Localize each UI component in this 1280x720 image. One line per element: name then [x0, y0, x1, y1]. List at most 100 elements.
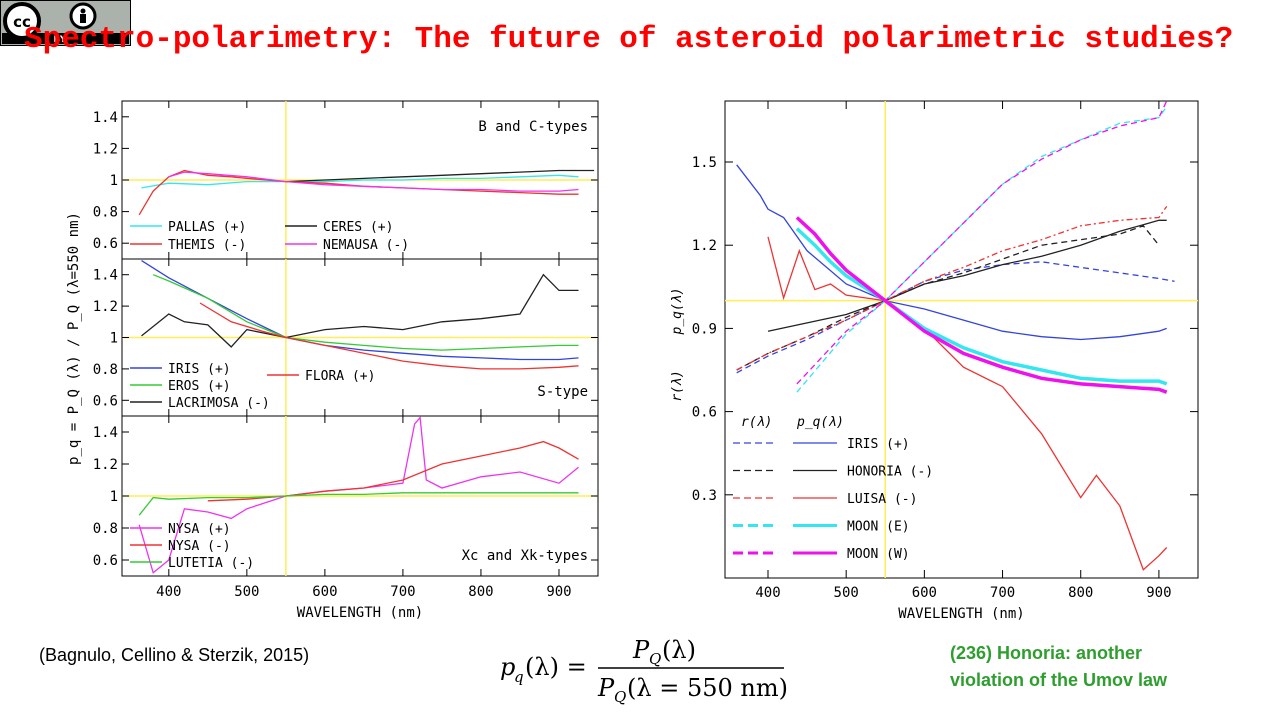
- svg-text:(λ): (λ): [662, 636, 696, 664]
- legend-label: LUTETIA (-): [168, 556, 254, 571]
- x-tick-label: 400: [755, 585, 780, 601]
- citation: (Bagnulo, Cellino & Sterzik, 2015): [39, 645, 310, 665]
- svg-text:P: P: [597, 674, 615, 702]
- y-tick-label: 1.2: [93, 299, 118, 315]
- y-tick-label: 0.6: [93, 393, 118, 409]
- y-tick-label: 0.8: [93, 362, 118, 378]
- y-tick-label: 1: [110, 173, 118, 189]
- legend-label: MOON (W): [847, 547, 910, 562]
- series-line-lutetia: [138, 492, 579, 516]
- y-tick-label: 1.4: [93, 268, 118, 284]
- svg-text:p: p: [500, 653, 515, 681]
- x-tick-label: 400: [156, 584, 181, 600]
- svg-text:P: P: [632, 636, 650, 664]
- series-line-nemausa: [168, 171, 579, 192]
- svg-text:(λ = 550 nm): (λ = 550 nm): [627, 674, 788, 702]
- y-tick-label: 0.8: [93, 205, 118, 221]
- svg-text:cc: cc: [13, 13, 31, 31]
- y-tick-label: 1.4: [93, 425, 118, 441]
- legend-label: HONORIA (-): [847, 465, 933, 480]
- series-line-moon-w-r: [796, 101, 1168, 385]
- note-line-1: (236) Honoria: another: [950, 643, 1143, 663]
- y-tick-label: 1.2: [692, 238, 717, 254]
- y-tick-label: 0.9: [692, 321, 717, 337]
- subplot-b-and-c-types: 0.6 0.8 1 1.2 1.4 B and C-types PALLAS (+) CERE…: [93, 100, 599, 260]
- legend-header-pq: p_q(λ): [796, 415, 844, 430]
- series-line-honoria-r: [736, 225, 1160, 371]
- series-line-eros: [152, 274, 579, 351]
- series-group: [736, 101, 1175, 571]
- x-tick-label: 800: [468, 584, 493, 600]
- series-line-honoria-p_q: [767, 219, 1167, 332]
- series-line-luisa-p_q: [767, 236, 1168, 571]
- series-line-iris-p_q: [736, 164, 1167, 341]
- x-tick-label: 900: [1146, 585, 1171, 601]
- cc-by-license-badge: cc BY: [0, 0, 131, 46]
- legend-label: THEMIS (-): [168, 238, 246, 253]
- svg-text:Q: Q: [614, 688, 626, 706]
- legend-label: EROS (+): [168, 379, 231, 394]
- series-line-themis: [138, 169, 579, 216]
- y-tick-label: 0.6: [93, 553, 118, 569]
- series-line-moon-e-r: [796, 106, 1168, 393]
- y-tick-label: 1.4: [93, 110, 118, 126]
- y-tick-label: 0.6: [692, 405, 717, 421]
- x-tick-label: 600: [312, 584, 337, 600]
- legend-label: MOON (E): [847, 520, 910, 535]
- legend-label: NEMAUSA (-): [323, 238, 409, 253]
- y-tick-label: 0.6: [93, 236, 118, 252]
- plot-frame: [724, 100, 1199, 579]
- legend-label: CERES (+): [323, 220, 393, 235]
- normalized-polarization-formula: p q (λ) = P Q (λ) P Q (λ = 550 nm): [500, 636, 788, 706]
- legend-label: FLORA (+): [305, 369, 375, 384]
- legend-label: IRIS (+): [847, 437, 910, 452]
- y-tick-label: 1.2: [93, 141, 118, 157]
- series-line-ceres: [285, 169, 595, 183]
- x-axis-label: WAVELENGTH (nm): [297, 605, 423, 621]
- y-tick-label: 0.3: [692, 488, 717, 504]
- svg-text:q: q: [514, 668, 524, 686]
- x-tick-label: 500: [834, 585, 859, 601]
- x-tick-label: 700: [390, 584, 415, 600]
- series-line-pallas: [141, 174, 579, 189]
- subplot-title: Xc and Xk-types: [462, 548, 588, 564]
- x-tick-label: 800: [1068, 585, 1093, 601]
- legend-label: LACRIMOSA (-): [168, 396, 270, 411]
- svg-text:(λ) =: (λ) =: [525, 653, 587, 681]
- series-line-flora: [199, 302, 579, 370]
- slide-title: Spectro-polarimetry: The future of aster…: [24, 22, 1234, 57]
- y-tick-label: 1: [110, 489, 118, 505]
- legend-label: PALLAS (+): [168, 220, 246, 235]
- right-polarization-chart: 0.30.60.91.21.5r(λ) p_q(λ)IRIS (+)HONORIA…: [670, 100, 1199, 622]
- y-tick-label: 1.2: [93, 457, 118, 473]
- x-tick-label: 600: [912, 585, 937, 601]
- series-line-lacrimosa: [141, 273, 579, 348]
- note-line-2: violation of the Umov law: [950, 670, 1168, 690]
- series-line-nysa: [207, 440, 579, 502]
- left-polarization-chart: 0.6 0.8 1 1.2 1.4 B and C-types PALLAS (+) CERE…: [66, 100, 599, 621]
- x-tick-label: 900: [546, 584, 571, 600]
- legend-label: LUISA (-): [847, 492, 917, 507]
- legend-label: NYSA (+): [168, 522, 231, 537]
- x-tick-label: 700: [990, 585, 1015, 601]
- by-label: BY: [54, 35, 67, 45]
- subplot-xc-and-xk-types: 0.6 0.8 1 1.2 1.4 Xc and Xk-types NYSA (+) NYSA…: [93, 415, 599, 577]
- y-tick-label: 1.5: [692, 155, 717, 171]
- y-axis-label: p_q = P_Q (λ) / P_Q (λ=550 nm): [66, 212, 82, 465]
- plot-area: 0.3 0.6 0.9 1.2 1.5 r(λ) p_q(λ)IRIS (+) HONORIA…: [692, 100, 1199, 579]
- subplot-s-type: 0.6 0.8 1 1.2 1.4 S-type IRIS (+) EROS (+) LACRI…: [93, 258, 599, 417]
- legend-label: IRIS (+): [168, 362, 231, 377]
- legend-label: NYSA (-): [168, 539, 231, 554]
- y-tick-label: 1: [110, 331, 118, 347]
- legend-header-r: r(λ): [741, 415, 772, 430]
- svg-text:Q: Q: [649, 650, 661, 668]
- subplot-title: B and C-types: [478, 119, 588, 135]
- x-tick-label: 500: [234, 584, 259, 600]
- y-axis-label-pq: p_q(λ): [670, 288, 685, 336]
- cc-icon: [3, 2, 41, 40]
- series-line-moon-e-p_q: [795, 227, 1168, 386]
- series-line-moon-w-p_q: [795, 216, 1168, 394]
- honoria-note: (236) Honoria: another violation of the …: [950, 640, 1167, 694]
- y-tick-label: 0.8: [93, 521, 118, 537]
- y-axis-label-r: r(λ): [670, 370, 685, 401]
